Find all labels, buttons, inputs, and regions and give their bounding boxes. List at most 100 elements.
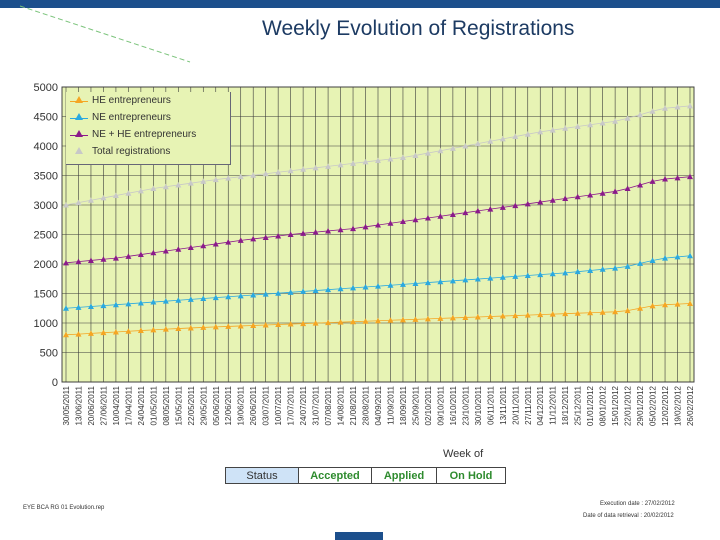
- data-point: [462, 209, 469, 216]
- data-point: [162, 248, 169, 254]
- data-point: [574, 268, 581, 275]
- data-point: [512, 202, 519, 209]
- data-point: [175, 297, 182, 303]
- data-point: [399, 154, 406, 161]
- x-tick-label: 19/02/2012: [674, 385, 683, 426]
- y-tick-label: 0: [52, 377, 58, 389]
- data-point: [624, 185, 631, 191]
- data-point: [300, 320, 307, 327]
- data-point: [462, 143, 469, 149]
- x-tick-label: 04/12/2011: [536, 385, 545, 425]
- x-tick-label: 31/07/2011: [312, 385, 321, 425]
- x-tick-label: 13/06/2011: [74, 385, 83, 425]
- data-point: [350, 284, 357, 291]
- data-point: [474, 207, 481, 214]
- data-point: [399, 281, 406, 287]
- data-point: [487, 138, 494, 144]
- legend-label-ne: NE entrepreneurs: [92, 112, 171, 123]
- data-point: [612, 188, 619, 194]
- data-point: [487, 275, 494, 281]
- data-point: [275, 321, 282, 328]
- data-point: [337, 319, 344, 325]
- data-point: [225, 175, 232, 181]
- x-tick-label: 06/11/2011: [486, 385, 495, 424]
- data-point: [137, 187, 144, 194]
- x-tick-label: 22/01/2012: [624, 385, 633, 426]
- data-point: [225, 239, 232, 245]
- data-point: [187, 180, 194, 186]
- y-tick-label: 3000: [34, 200, 58, 212]
- data-point: [637, 181, 644, 188]
- legend-label-ne-he: NE + HE entrepreneurs: [92, 129, 197, 140]
- data-point: [537, 199, 544, 205]
- x-tick-label: 30/10/2011: [474, 385, 483, 425]
- data-point: [287, 231, 294, 237]
- data-point: [212, 323, 219, 330]
- data-point: [449, 211, 456, 217]
- x-tick-label: 23/10/2011: [461, 385, 470, 425]
- x-tick-label: 07/08/2011: [324, 385, 333, 425]
- x-tick-label: 04/09/2011: [374, 385, 383, 425]
- data-point: [562, 125, 569, 131]
- data-point: [337, 226, 344, 233]
- data-point: [262, 322, 269, 328]
- data-point: [562, 195, 569, 202]
- data-point: [175, 325, 182, 332]
- y-tick-label: 2000: [34, 259, 58, 271]
- data-point: [574, 193, 581, 200]
- data-point: [275, 232, 282, 239]
- data-point: [200, 324, 207, 330]
- data-point: [687, 173, 693, 180]
- x-tick-label: 25/09/2011: [411, 385, 420, 425]
- data-point: [150, 185, 157, 191]
- x-tick-label: 22/05/2011: [187, 385, 196, 425]
- x-tick-label: 01/01/2012: [586, 385, 595, 426]
- data-point: [549, 197, 556, 203]
- data-point: [512, 133, 519, 140]
- data-point: [63, 331, 69, 338]
- y-tick-label: 3500: [34, 171, 58, 183]
- data-point: [312, 229, 319, 235]
- x-tick-label: 29/01/2012: [636, 385, 645, 426]
- y-tick-label: 1500: [34, 289, 58, 301]
- data-point: [212, 240, 219, 247]
- execution-date: Execution date : 27/02/2012: [600, 501, 675, 507]
- data-point: [187, 324, 194, 331]
- data-point: [100, 256, 107, 262]
- x-tick-label: 05/02/2012: [649, 385, 658, 426]
- data-point: [437, 278, 444, 285]
- x-tick-label: 29/05/2011: [199, 385, 208, 425]
- x-tick-label: 28/08/2011: [362, 385, 371, 425]
- data-point: [499, 135, 506, 142]
- data-point: [325, 163, 332, 169]
- data-point: [637, 111, 644, 118]
- data-point: [162, 298, 169, 304]
- data-point: [624, 115, 631, 121]
- data-point: [624, 307, 631, 314]
- x-tick-label: 11/09/2011: [386, 385, 395, 424]
- data-point: [674, 253, 681, 260]
- x-tick-label: 12/06/2011: [224, 385, 233, 425]
- data-point: [437, 213, 444, 219]
- data-point: [649, 302, 656, 309]
- data-point: [387, 317, 394, 323]
- data-point: [674, 104, 681, 110]
- x-tick-label: 18/12/2011: [561, 385, 570, 425]
- data-point: [237, 237, 244, 243]
- data-point: [612, 265, 619, 271]
- data-point: [424, 315, 431, 322]
- x-tick-label: 17/07/2011: [287, 385, 296, 425]
- data-point: [187, 244, 194, 250]
- data-point: [137, 299, 144, 306]
- data-point: [212, 294, 219, 301]
- data-point: [487, 313, 494, 320]
- data-point: [574, 123, 581, 130]
- data-point: [512, 273, 519, 279]
- data-point: [125, 190, 132, 196]
- legend-label-he: HE entrepreneurs: [92, 95, 171, 106]
- data-point: [87, 257, 94, 263]
- data-point: [63, 305, 69, 311]
- data-point: [300, 230, 307, 236]
- data-point: [112, 192, 119, 199]
